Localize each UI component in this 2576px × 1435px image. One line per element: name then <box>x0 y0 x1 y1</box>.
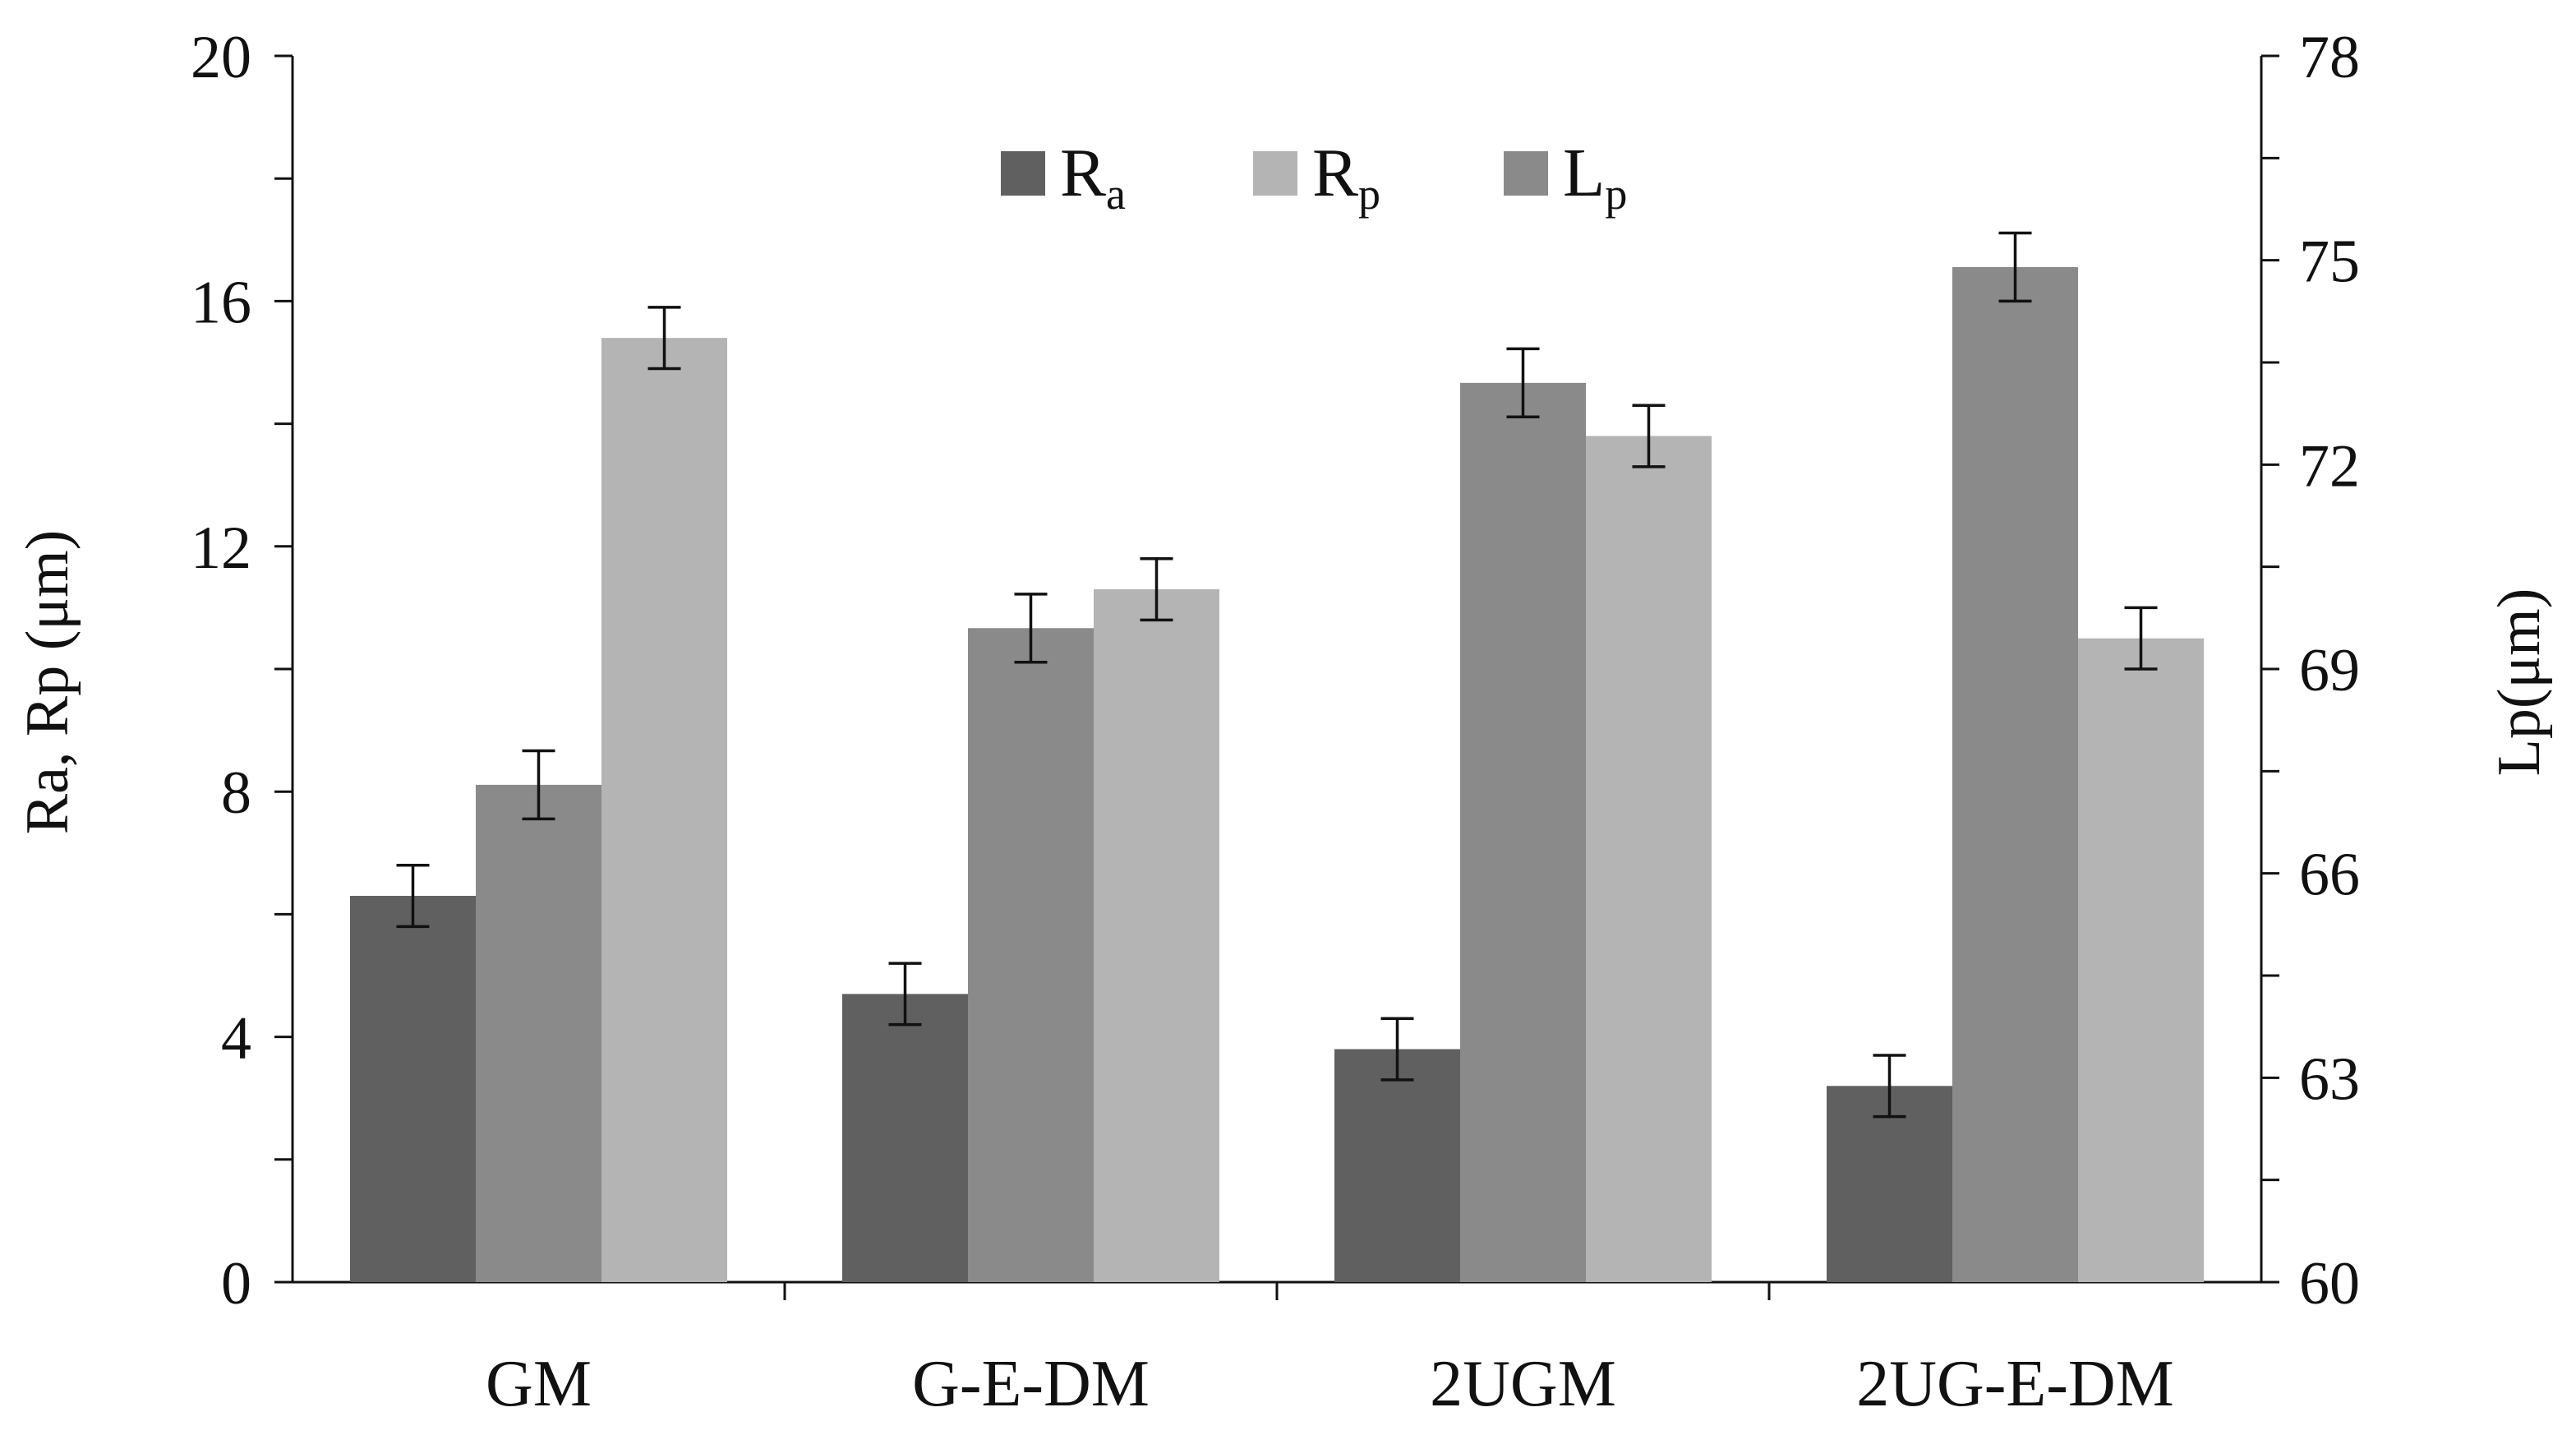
y-right-tick-label: 60 <box>2299 1250 2360 1317</box>
x-tick-label: 2UGM <box>1430 1348 1616 1420</box>
bar-rp <box>1094 589 1219 1282</box>
x-tick-label: GM <box>486 1348 592 1420</box>
bar-ra <box>1827 1086 1952 1282</box>
y-right-tick-label: 66 <box>2299 842 2360 909</box>
y-axis-right-label: Lp(μm) <box>2486 588 2553 777</box>
x-tick-label: G-E-DM <box>912 1348 1150 1420</box>
bar-ra <box>1334 1049 1460 1282</box>
bar-rp <box>1586 436 1712 1282</box>
y-left-tick-label: 12 <box>191 514 251 582</box>
bars <box>350 266 2204 1282</box>
y-left-tick-label: 16 <box>191 269 251 336</box>
y-left-tick-label: 8 <box>221 759 251 827</box>
legend-swatch-lp <box>1504 151 1548 196</box>
y-right-tick-label: 78 <box>2299 24 2360 91</box>
y-right-tick-label: 72 <box>2299 432 2360 500</box>
bar-lp <box>968 628 1094 1282</box>
error-bars <box>396 231 2158 1119</box>
legend-label-rp: Rp <box>1312 135 1380 219</box>
legend-label-ra: Ra <box>1060 135 1126 219</box>
bar-rp <box>601 338 727 1282</box>
y-left-tick-label: 0 <box>221 1250 251 1317</box>
y-left-tick-label: 20 <box>191 24 251 91</box>
y-right-tick-label: 75 <box>2299 228 2360 296</box>
bar-lp <box>476 784 601 1282</box>
legend: Ra Rp Lp <box>1001 135 1627 219</box>
y-left-tick-label: 4 <box>221 1005 251 1073</box>
y-right-tick-label: 69 <box>2299 637 2360 704</box>
y-axis-left-label: Ra, Rp (μm) <box>14 530 81 835</box>
y-right-tick-label: 63 <box>2299 1045 2360 1113</box>
legend-swatch-ra <box>1001 151 1045 196</box>
bar-lp <box>1460 382 1586 1282</box>
x-tick-label: 2UG-E-DM <box>1856 1348 2174 1420</box>
legend-swatch-rp <box>1253 151 1297 196</box>
bar-ra <box>350 896 476 1282</box>
axes: 0 4 8 12 16 20 60 63 66 69 72 75 78 GM G-E-DM 2UGM 2UG-E… <box>191 24 2360 1420</box>
bar-lp <box>1952 266 2078 1282</box>
bar-rp <box>2078 638 2204 1282</box>
bar-ra <box>842 994 968 1282</box>
legend-label-lp: Lp <box>1563 135 1627 219</box>
